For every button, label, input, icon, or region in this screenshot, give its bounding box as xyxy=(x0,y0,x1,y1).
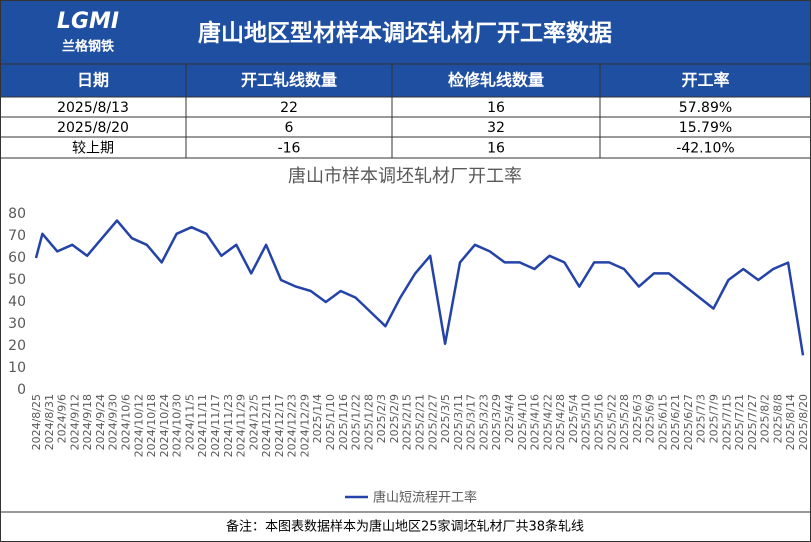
legend-label: 唐山短流程开工率 xyxy=(373,490,477,506)
x-tick-label: 2025/2/27 xyxy=(426,394,439,450)
x-tick-label: 2025/6/27 xyxy=(682,394,695,450)
x-tick-label: 2025/7/15 xyxy=(720,394,733,450)
table-cell: 15.79% xyxy=(679,120,732,136)
x-tick-label: 2024/11/17 xyxy=(209,394,222,457)
x-tick-label: 2025/2/15 xyxy=(401,394,414,450)
x-tick-label: 2025/8/14 xyxy=(784,394,797,450)
x-tick-label: 2025/4/10 xyxy=(516,394,529,450)
column-header: 开工轧线数量 xyxy=(241,71,337,90)
y-tick-label: 20 xyxy=(8,338,26,354)
y-tick-label: 10 xyxy=(8,360,26,376)
x-tick-label: 2025/1/16 xyxy=(337,394,350,450)
x-tick-label: 2025/6/15 xyxy=(656,394,669,450)
x-tick-label: 2024/9/24 xyxy=(94,394,107,450)
x-tick-label: 2024/10/12 xyxy=(132,394,145,457)
x-tick-label: 2025/1/4 xyxy=(311,394,324,443)
x-tick-label: 2025/8/8 xyxy=(771,394,784,443)
column-header: 检修轧线数量 xyxy=(448,71,544,90)
x-tick-label: 2025/2/9 xyxy=(388,394,401,443)
x-tick-label: 2025/6/3 xyxy=(631,394,644,443)
note: 备注：本图表数据样本为唐山地区25家调坯轧材厂共38条轧线 xyxy=(226,519,584,535)
y-tick-label: 50 xyxy=(8,272,26,288)
y-tick-label: 60 xyxy=(8,250,26,266)
table-cell: 57.89% xyxy=(679,100,732,116)
x-tick-label: 2024/12/5 xyxy=(247,394,260,450)
x-tick-label: 2025/1/22 xyxy=(350,394,363,450)
table-cell: 32 xyxy=(487,120,505,136)
y-tick-label: 30 xyxy=(8,316,26,332)
logo: LGMI xyxy=(57,9,119,34)
chart-title: 唐山市样本调坯轧材厂开工率 xyxy=(288,166,522,187)
x-tick-label: 2025/2/3 xyxy=(375,394,388,443)
x-tick-label: 2025/4/4 xyxy=(503,394,516,443)
x-tick-label: 2024/11/29 xyxy=(235,394,248,457)
x-tick-label: 2025/3/23 xyxy=(477,394,490,450)
y-tick-label: 80 xyxy=(8,206,26,222)
x-tick-label: 2024/8/25 xyxy=(30,394,43,450)
x-tick-label: 2025/7/3 xyxy=(695,394,708,443)
x-tick-label: 2025/8/20 xyxy=(797,394,810,450)
x-tick-label: 2024/10/18 xyxy=(145,394,158,457)
x-tick-label: 2025/4/28 xyxy=(554,394,567,450)
x-tick-label: 2024/12/23 xyxy=(286,394,299,457)
x-tick-label: 2025/1/10 xyxy=(324,394,337,450)
column-header: 开工率 xyxy=(681,71,729,90)
y-tick-label: 40 xyxy=(8,294,26,310)
x-tick-label: 2025/1/28 xyxy=(362,394,375,450)
x-tick-label: 2024/12/29 xyxy=(298,394,311,457)
y-tick-label: 70 xyxy=(8,228,26,244)
x-tick-label: 2025/6/21 xyxy=(669,394,682,450)
x-tick-label: 2024/11/5 xyxy=(183,394,196,450)
x-tick-label: 2024/10/30 xyxy=(171,394,184,457)
table-header xyxy=(0,64,811,97)
table-cell: 16 xyxy=(487,141,505,157)
x-tick-label: 2025/4/22 xyxy=(541,394,554,450)
x-tick-label: 2025/5/16 xyxy=(592,394,605,450)
page-title: 唐山地区型材样本调坯轧材厂开工率数据 xyxy=(198,20,612,47)
x-tick-label: 2025/6/9 xyxy=(644,394,657,443)
table-cell: 22 xyxy=(280,100,298,116)
table-cell: 较上期 xyxy=(72,141,114,157)
x-tick-label: 2024/9/18 xyxy=(81,394,94,450)
y-tick-label: 0 xyxy=(17,382,26,398)
x-tick-label: 2024/12/17 xyxy=(273,394,286,457)
x-tick-label: 2025/3/17 xyxy=(465,394,478,450)
x-tick-label: 2024/8/31 xyxy=(43,394,56,450)
x-tick-label: 2025/8/2 xyxy=(759,394,772,443)
x-tick-label: 2025/2/21 xyxy=(414,394,427,450)
header-band xyxy=(0,0,811,64)
x-tick-label: 2025/5/28 xyxy=(618,394,631,450)
x-tick-label: 2024/12/11 xyxy=(260,394,273,457)
x-tick-label: 2025/5/4 xyxy=(567,394,580,443)
x-tick-label: 2024/11/11 xyxy=(196,394,209,457)
x-tick-label: 2025/7/21 xyxy=(733,394,746,450)
table-cell: 16 xyxy=(487,100,505,116)
x-tick-label: 2025/5/10 xyxy=(580,394,593,450)
x-tick-label: 2024/11/23 xyxy=(222,394,235,457)
table-cell: 2025/8/13 xyxy=(57,100,129,116)
table-cell: 6 xyxy=(285,120,294,136)
table: 日期 开工轧线数量 检修轧线数量 开工率 2025/8/13 22 16 57.89% 2025… xyxy=(0,63,811,159)
x-tick-label: 2025/3/29 xyxy=(490,394,503,450)
x-tick-label: 2025/5/22 xyxy=(605,394,618,450)
series-line xyxy=(34,219,805,356)
column-header: 日期 xyxy=(77,71,109,90)
x-tick-label: 2025/4/16 xyxy=(529,394,542,450)
x-tick-label: 2024/9/6 xyxy=(56,394,69,443)
x-tick-label: 2024/9/12 xyxy=(68,394,81,450)
table-cell: 2025/8/20 xyxy=(57,120,129,136)
x-tick-label: 2025/3/11 xyxy=(452,394,465,450)
x-tick-label: 2025/3/5 xyxy=(439,394,452,443)
x-tick-label: 2025/7/27 xyxy=(746,394,759,450)
x-tick-label: 2024/10/24 xyxy=(158,394,171,457)
x-tick-label: 2024/10/6 xyxy=(119,394,132,450)
logo-sub: 兰格钢铁 xyxy=(62,39,114,55)
x-tick-label: 2025/7/9 xyxy=(708,394,721,443)
x-tick-label: 2024/9/30 xyxy=(107,394,120,450)
table-cell: -16 xyxy=(278,141,301,157)
table-cell: -42.10% xyxy=(676,141,734,157)
